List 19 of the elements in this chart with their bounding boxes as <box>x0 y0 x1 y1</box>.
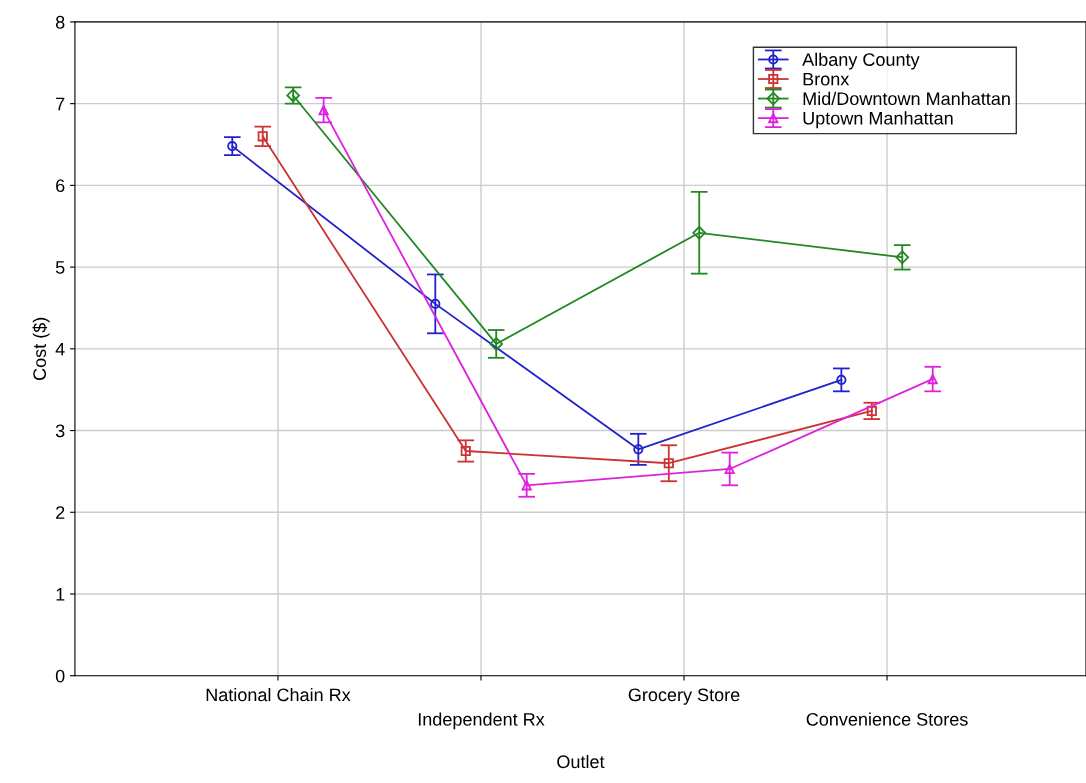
legend-label: Albany County <box>802 52 920 70</box>
y-tick-label: 0 <box>55 669 65 683</box>
y-tick-label: 2 <box>56 506 65 519</box>
legend-label: Mid/Downtown Manhattan <box>803 91 1010 106</box>
y-tick-label: 3 <box>55 424 65 438</box>
x-tick-label: National Chain Rx <box>206 687 351 702</box>
legend-label: Uptown Manhattan <box>803 111 953 129</box>
y-tick-label: 1 <box>56 588 65 601</box>
y-tick-label: 7 <box>56 97 65 111</box>
y-tick-label: 6 <box>56 179 65 193</box>
y-tick-label: 8 <box>55 15 65 29</box>
x-tick-label: Convenience Stores <box>806 712 968 726</box>
x-tick-label: Independent Rx <box>418 712 545 730</box>
y-tick-label: 5 <box>55 261 65 274</box>
x-tick-label: Grocery Store <box>628 688 740 705</box>
legend-label: Bronx <box>803 72 850 86</box>
y-tick-label: 4 <box>55 342 65 356</box>
x-axis-title: Outlet <box>557 754 605 769</box>
y-axis-title: Cost ($) <box>32 317 50 381</box>
